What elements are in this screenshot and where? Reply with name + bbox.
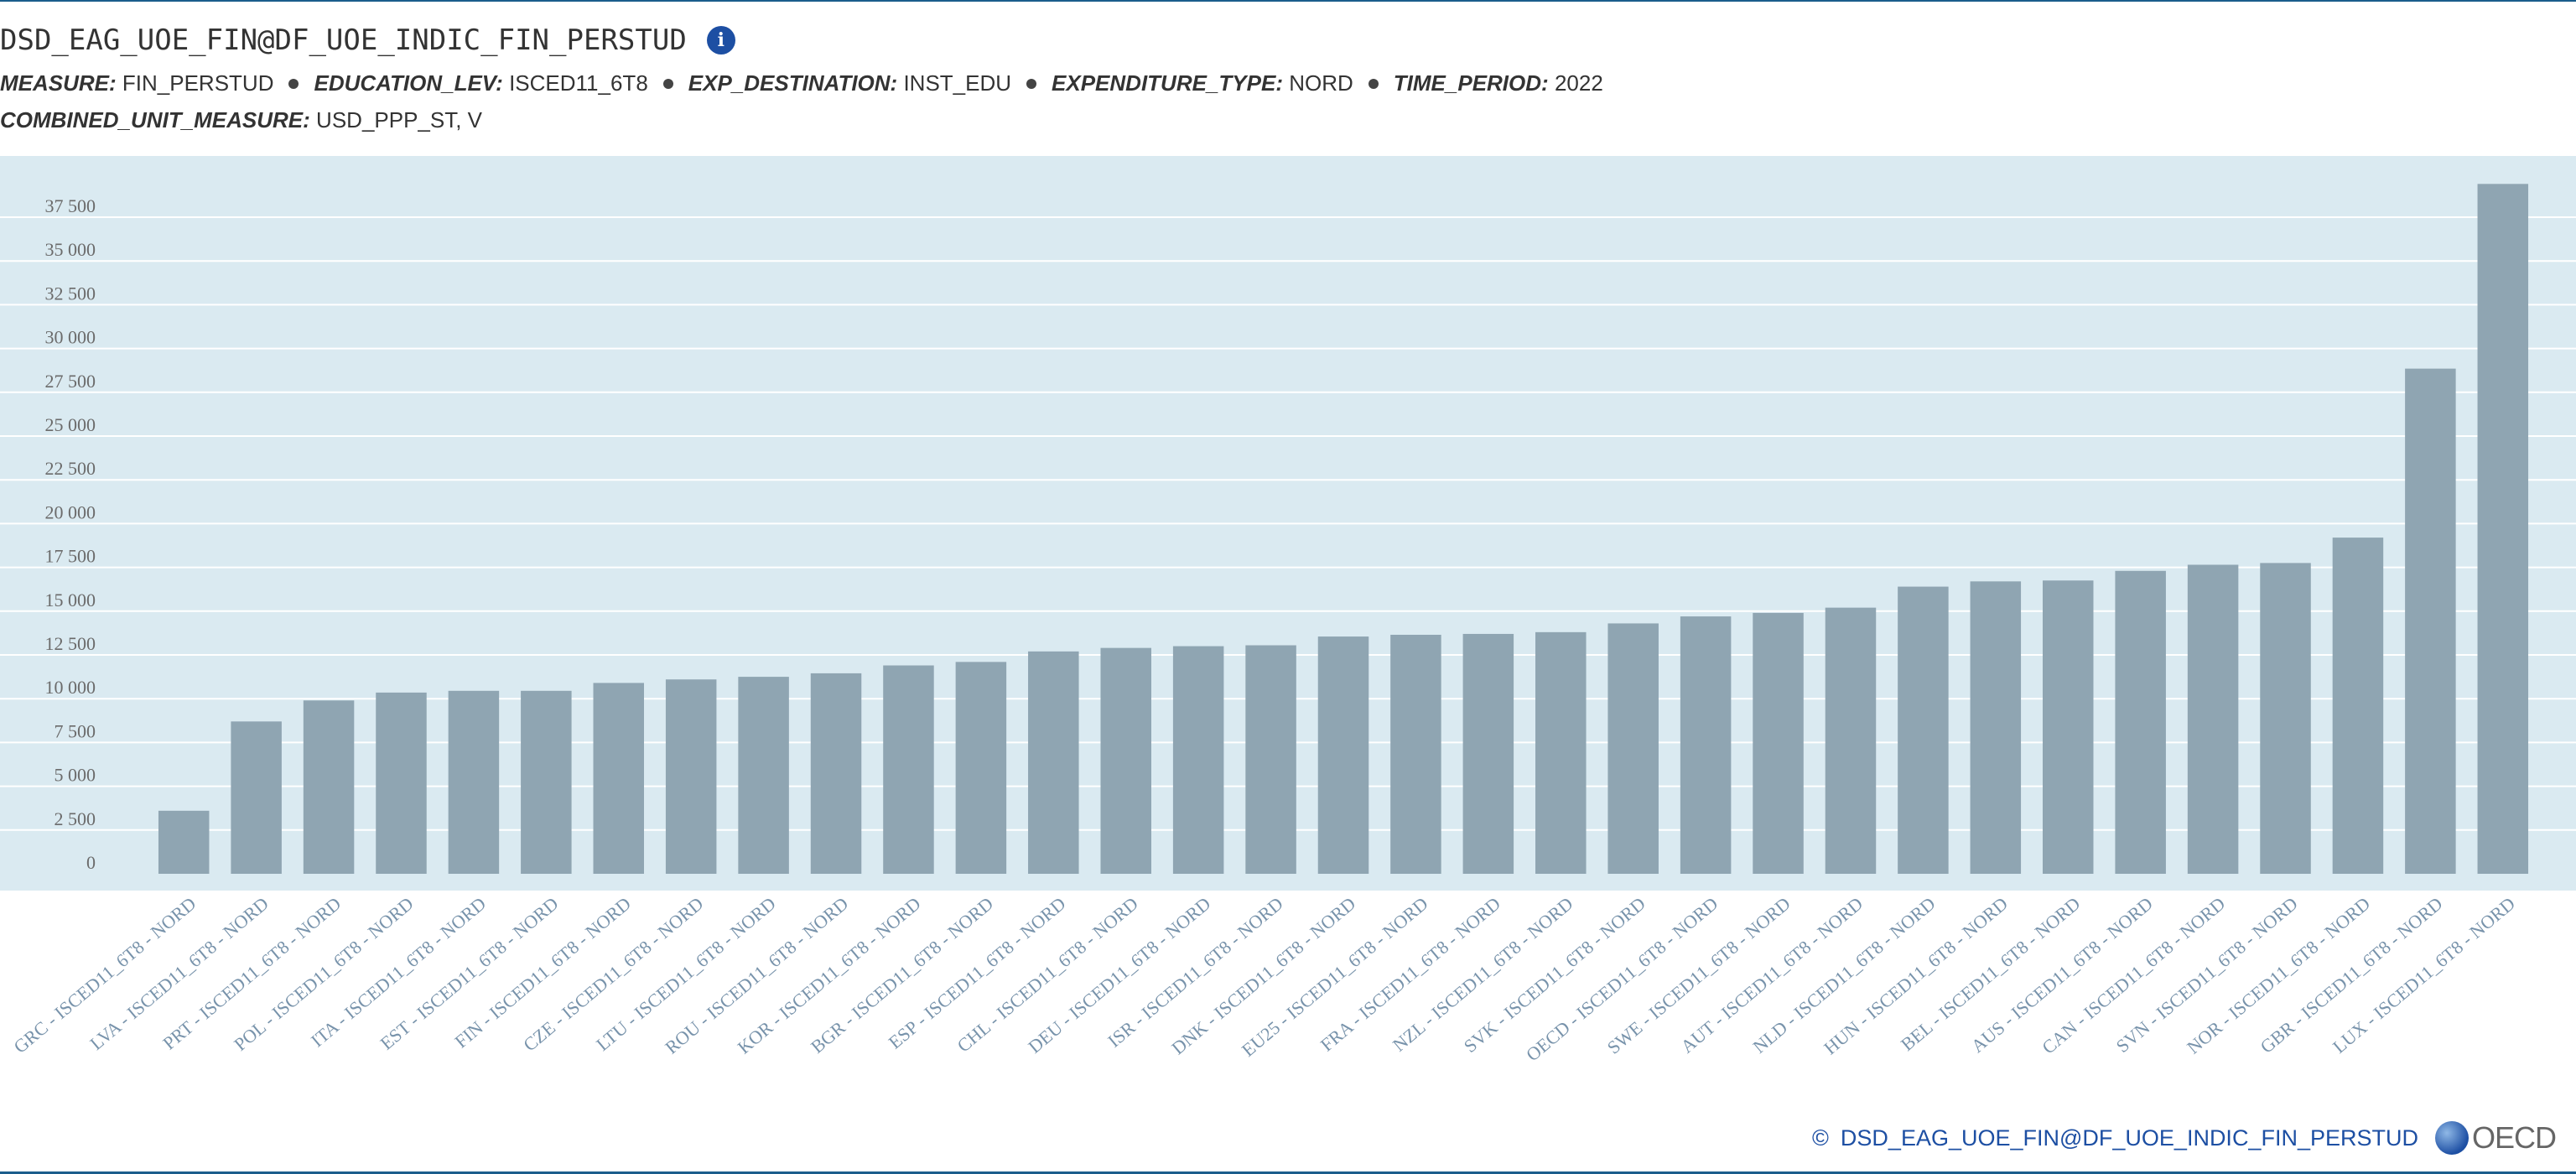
separator-dot [662,78,673,89]
y-tick-label: 15 000 [45,590,96,610]
bar [738,677,789,874]
y-tick-label: 25 000 [45,414,96,435]
chart-title: DSD_EAG_UOE_FIN@DF_UOE_INDIC_FIN_PERSTUD [0,23,687,57]
chart-title-row: DSD_EAG_UOE_FIN@DF_UOE_INDIC_FIN_PERSTUD… [0,23,735,57]
bar [521,690,572,874]
bar-chart: 0 2 500 5 000 7 500 10 000 12 500 15 000 17 500… [0,184,2576,1065]
filter-value: ISCED11_6T8 [509,70,648,96]
y-tick-label: 37 500 [45,195,96,216]
separator-dot [288,78,299,89]
y-tick-label: 22 500 [45,458,96,479]
info-icon[interactable]: i [706,26,735,55]
bar [158,810,210,874]
bar [1680,616,1732,874]
separator-dot [1368,78,1379,89]
bar [1245,645,1296,874]
filter-line-2: COMBINED_UNIT_MEASURE: USD_PPP_ST, V [0,107,482,133]
filter-value: FIN_PERSTUD [122,70,274,96]
y-tick-label: 35 000 [45,239,96,260]
bar [2115,570,2166,874]
bar [1825,607,1877,874]
bottom-border [0,1171,2576,1174]
bar [955,662,1007,874]
bar [1100,647,1151,874]
filter-value: USD_PPP_ST, V [316,107,483,132]
bar [303,700,355,874]
filter-key: EDUCATION_LEV: [314,70,503,96]
bar [1390,634,1441,874]
footer: © DSD_EAG_UOE_FIN@DF_UOE_INDIC_FIN_PERST… [1812,1120,2557,1156]
bar [1607,623,1659,874]
bar [2332,538,2384,874]
bar [1028,651,1079,874]
bar [2187,564,2239,874]
filter-key: EXP_DESTINATION: [688,70,898,96]
filter-key: TIME_PERIOD: [1393,70,1549,96]
bar [376,692,427,874]
bar [1970,581,2022,874]
copyright-symbol: © [1812,1125,1829,1151]
bar [593,683,645,874]
oecd-logo-text: OECD [2471,1120,2557,1155]
filter-value: NORD [1289,70,1353,96]
bar [1535,631,1587,874]
filter-key: COMBINED_UNIT_MEASURE: [0,107,310,132]
y-tick-label: 20 000 [45,501,96,522]
bar [2405,368,2456,874]
filter-key: MEASURE: [0,70,117,96]
separator-dot [1026,78,1037,89]
filter-line-1: MEASURE: FIN_PERSTUD EDUCATION_LEV: ISCED… [0,70,1603,96]
bar [1172,646,1224,874]
y-tick-label: 17 500 [45,546,96,567]
bar [1462,633,1514,874]
filter-key: EXPENDITURE_TYPE: [1052,70,1283,96]
bar [883,665,934,874]
bar [231,721,282,874]
bar [1753,612,1804,874]
source-link[interactable]: DSD_EAG_UOE_FIN@DF_UOE_INDIC_FIN_PERSTUD [1840,1125,2418,1151]
globe-icon [2434,1121,2469,1155]
filter-value: 2022 [1554,70,1603,96]
bar [2042,580,2094,874]
bar [448,690,500,874]
y-tick-label: 10 000 [45,677,96,698]
y-tick-label: 32 500 [45,283,96,304]
bar [1898,586,1949,874]
y-tick-label: 30 000 [45,327,96,348]
bar [810,673,862,874]
y-tick-label: 0 [86,852,96,873]
y-tick-label: 2 500 [55,808,96,829]
y-tick-label: 27 500 [45,371,96,392]
top-border [0,0,2576,2]
bar [2477,184,2529,874]
bar [1317,636,1369,874]
y-tick-label: 5 000 [55,765,96,786]
y-tick-label: 12 500 [45,633,96,654]
oecd-logo[interactable]: OECD [2434,1120,2557,1156]
filter-value: INST_EDU [903,70,1012,96]
bar [665,679,717,874]
bar [2260,563,2311,874]
y-tick-label: 7 500 [55,720,96,741]
